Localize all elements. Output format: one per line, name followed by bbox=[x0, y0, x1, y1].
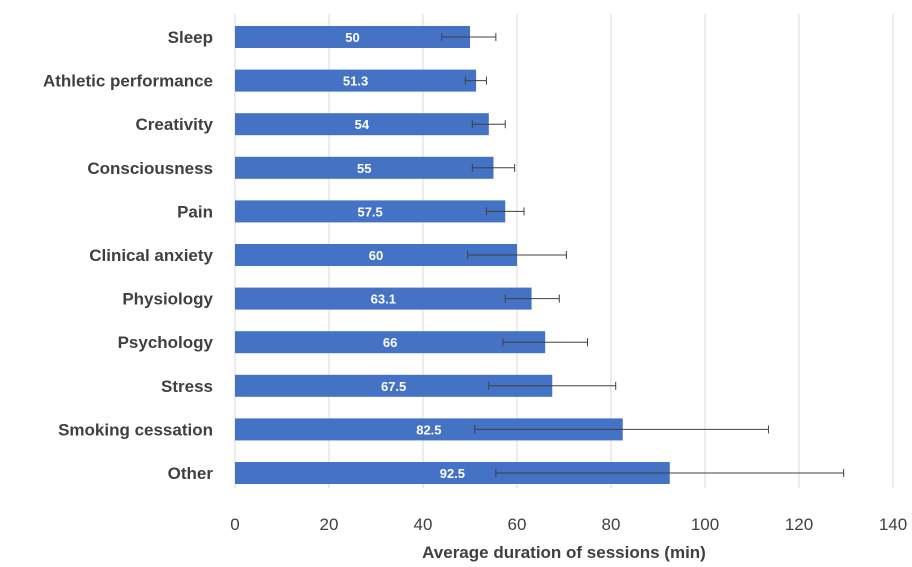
error-bar bbox=[502, 338, 588, 347]
data-label: 54 bbox=[355, 117, 370, 132]
bar bbox=[235, 156, 494, 179]
error-bar bbox=[441, 33, 497, 41]
bar bbox=[235, 244, 517, 266]
category-label: Athletic performance bbox=[43, 72, 213, 91]
x-tick-labels: 0 20 40 60 80 100 120 140 bbox=[230, 515, 907, 534]
data-label: 60 bbox=[369, 248, 383, 263]
category-label: Stress bbox=[161, 377, 213, 396]
data-label: 57.5 bbox=[357, 204, 382, 219]
bars bbox=[235, 26, 670, 484]
x-axis-title: Average duration of sessions (min) bbox=[422, 543, 706, 562]
error-bar bbox=[467, 251, 567, 259]
x-tick-label: 60 bbox=[508, 515, 527, 534]
data-label: 82.5 bbox=[416, 422, 441, 437]
error-bar bbox=[504, 294, 560, 303]
category-label: Smoking cessation bbox=[58, 420, 213, 439]
x-tick-label: 120 bbox=[785, 515, 813, 534]
bar bbox=[235, 113, 489, 136]
data-labels: 50 51.3 54 55 57.5 60 63.1 66 67.5 82.5 92.5 bbox=[343, 30, 465, 481]
data-label: 67.5 bbox=[381, 379, 406, 394]
category-label: Creativity bbox=[136, 115, 214, 134]
category-label: Other bbox=[168, 464, 214, 483]
category-label: Clinical anxiety bbox=[89, 246, 213, 265]
error-bar bbox=[495, 469, 845, 477]
bar bbox=[235, 69, 477, 92]
bar bbox=[235, 462, 670, 484]
x-tick-label: 80 bbox=[602, 515, 621, 534]
data-label: 63.1 bbox=[371, 292, 396, 307]
data-label: 51.3 bbox=[343, 74, 368, 89]
data-label: 55 bbox=[357, 161, 371, 176]
category-label: Consciousness bbox=[87, 159, 213, 178]
category-label: Sleep bbox=[168, 28, 213, 47]
error-bar bbox=[488, 381, 617, 390]
data-label: 50 bbox=[345, 30, 359, 45]
category-labels: Sleep Athletic performance Creativity Consc… bbox=[43, 28, 214, 483]
category-label: Pain bbox=[177, 202, 213, 221]
x-tick-label: 40 bbox=[414, 515, 433, 534]
x-tick-label: 0 bbox=[230, 515, 239, 534]
bar bbox=[235, 26, 470, 48]
x-tick-label: 20 bbox=[320, 515, 339, 534]
bar bbox=[235, 200, 506, 223]
error-bar bbox=[464, 76, 487, 85]
bar bbox=[235, 287, 532, 310]
error-bars bbox=[441, 33, 845, 477]
error-bar bbox=[485, 207, 525, 216]
category-label: Psychology bbox=[118, 333, 214, 352]
error-bar bbox=[471, 163, 516, 172]
bar bbox=[235, 374, 553, 397]
data-label: 92.5 bbox=[440, 466, 465, 481]
bar bbox=[235, 418, 623, 441]
category-label: Physiology bbox=[122, 290, 213, 309]
bar bbox=[235, 331, 546, 354]
x-tick-label: 100 bbox=[691, 515, 719, 534]
x-tick-label: 140 bbox=[879, 515, 907, 534]
error-bar bbox=[471, 120, 506, 129]
data-label: 66 bbox=[383, 335, 397, 350]
error-bar bbox=[474, 425, 769, 434]
